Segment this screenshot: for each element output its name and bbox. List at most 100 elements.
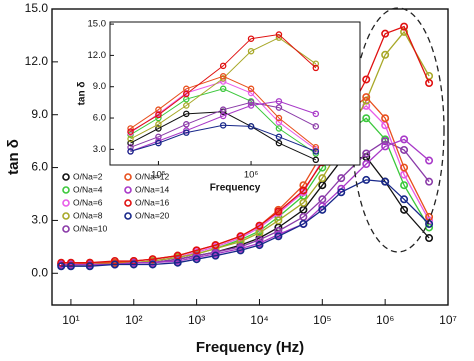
data-point: [155, 121, 162, 128]
data-point: [148, 260, 157, 269]
legend-label: O/Na=6: [73, 197, 103, 207]
inset-background: [110, 22, 360, 165]
highlight-ellipse: [351, 7, 445, 253]
series-line: [130, 33, 317, 133]
data-point: [247, 35, 255, 42]
x-tick-label: 10⁶: [244, 170, 259, 181]
data-point: [247, 89, 255, 97]
data-point: [381, 114, 390, 123]
data-point: [155, 125, 162, 132]
y-tick-label: 12.0: [25, 54, 49, 68]
data-point: [275, 31, 283, 38]
data-point: [66, 262, 75, 271]
data-point: [425, 177, 434, 186]
series-line: [130, 124, 316, 152]
data-point: [274, 216, 283, 225]
data-point: [275, 98, 283, 105]
legend-marker: [62, 225, 70, 233]
legend-label: O/Na=10: [73, 223, 108, 233]
data-point: [247, 99, 255, 106]
y-tick-label: 9.0: [93, 81, 106, 92]
data-point: [381, 142, 390, 151]
data-point: [57, 262, 66, 271]
legend-label: O/Na=4: [73, 184, 103, 194]
data-point: [312, 64, 320, 72]
inset-plot: 10⁵ 10⁶ 3.0 6.0 9.0 12.0 15.0 Frequency tan δ: [77, 19, 361, 194]
y-tick-label: 3.0: [93, 144, 106, 155]
data-point: [381, 137, 390, 146]
data-point: [337, 174, 346, 183]
data-point: [219, 62, 227, 70]
data-point: [127, 144, 134, 151]
legend-marker: [124, 173, 132, 181]
x-tick-label: 10¹: [62, 313, 79, 327]
data-point: [183, 90, 190, 98]
data-point: [425, 234, 434, 243]
data-point: [318, 205, 327, 214]
legend-label: O/Na=14: [135, 184, 170, 194]
data-point: [312, 60, 320, 68]
y-tick-label: 3.0: [31, 213, 48, 227]
data-point: [400, 163, 409, 172]
data-point: [274, 232, 283, 241]
data-point: [312, 110, 320, 118]
data-point: [255, 221, 264, 230]
data-point: [219, 85, 227, 93]
plot-frame: [109, 21, 361, 166]
legend-label: O/Na=8: [73, 210, 103, 220]
data-point: [155, 111, 162, 119]
data-point: [255, 241, 264, 250]
data-point: [299, 186, 308, 195]
legend-label: O/Na=16: [135, 197, 170, 207]
data-point: [127, 135, 134, 143]
data-point: [127, 128, 134, 135]
data-point: [148, 255, 157, 264]
data-point: [275, 118, 283, 126]
x-tick-label: 10⁶: [376, 313, 394, 327]
data-point: [183, 121, 190, 128]
y-tick-label: 0.0: [31, 265, 48, 279]
legend-label: O/Na=12: [135, 171, 170, 181]
legend-marker: [62, 173, 70, 181]
data-point: [211, 241, 220, 250]
legend-label: O/Na=2: [73, 171, 103, 181]
data-point: [211, 251, 220, 260]
legend-label: O/Na=20: [135, 210, 170, 220]
x-tick-label: 10⁷: [439, 313, 457, 327]
x-tick-label: 10⁵: [313, 313, 331, 327]
data-point: [425, 79, 434, 88]
data-point: [400, 145, 409, 154]
data-point: [173, 258, 182, 267]
data-point: [362, 114, 371, 123]
y-tick-label: 15.0: [25, 1, 49, 15]
series-line: [61, 179, 430, 267]
data-point: [275, 139, 283, 147]
data-point: [219, 106, 227, 113]
data-point: [312, 148, 320, 155]
data-point: [400, 22, 409, 31]
data-point: [362, 93, 371, 102]
y-tick-label: 9.0: [31, 107, 48, 121]
data-point: [127, 148, 134, 155]
data-point: [57, 258, 66, 267]
data-point: [337, 188, 346, 197]
data-point: [183, 110, 190, 118]
y-tick-label: 6.0: [31, 160, 48, 174]
data-point: [192, 255, 201, 264]
data-point: [85, 262, 94, 271]
data-point: [275, 133, 283, 141]
x-axis-label: Frequency (Hz): [196, 339, 304, 356]
legend-marker: [124, 199, 132, 207]
legend-marker: [124, 212, 132, 220]
data-point: [247, 102, 255, 109]
data-point: [155, 139, 162, 147]
data-point: [247, 47, 255, 55]
data-point: [381, 50, 390, 59]
data-point: [362, 75, 371, 84]
data-point: [362, 175, 371, 184]
data-point: [127, 139, 134, 147]
x-tick-label: 10²: [125, 313, 142, 327]
data-point: [275, 104, 283, 111]
data-point: [362, 160, 371, 169]
legend-marker: [62, 186, 70, 194]
